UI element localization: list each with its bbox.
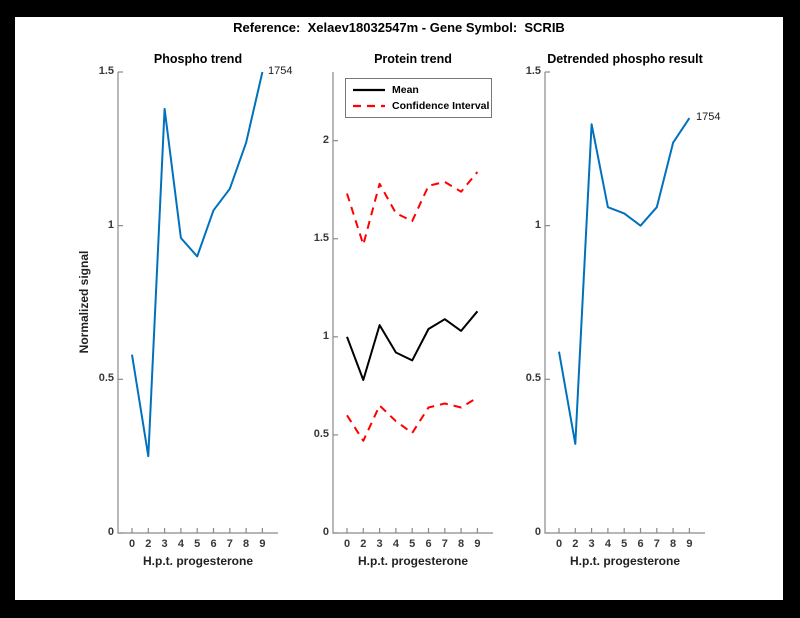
y-tick-label: 0.5 (525, 372, 541, 385)
x-axis-label-1: H.p.t. progesterone (142, 554, 253, 568)
y-tick-label: 0 (322, 526, 329, 538)
series-line-confidence-interval-lower (346, 396, 478, 442)
matlab-figure: Reference: Xelaev18032547m - Gene Symbol… (15, 17, 783, 600)
legend-line-sample-icon (353, 88, 385, 91)
x-tick-label: 6 (425, 538, 432, 550)
y-tick-label: 1.5 (525, 65, 541, 77)
series-line-detrended-phospho-1754 (558, 117, 691, 445)
x-tick-label: 2 (145, 538, 152, 550)
x-tick-label: 0 (555, 538, 563, 550)
x-tick-label: 4 (177, 538, 184, 550)
series-line-protein-mean (346, 310, 479, 381)
series-end-label-3: 1754 (696, 111, 721, 123)
x-tick-label: 9 (474, 538, 481, 550)
y-tick-label: 0.5 (313, 427, 329, 440)
y-tick-label: 1.5 (313, 231, 329, 244)
y-tick-label: 0.5 (98, 372, 114, 385)
x-tick-label: 3 (161, 538, 168, 550)
x-tick-label: 8 (670, 538, 677, 550)
legend-entry-label: Confidence Interval (392, 100, 490, 113)
legend-entry-confidence-interval: Confidence Interval (346, 100, 491, 112)
y-tick-label: 1 (534, 218, 541, 231)
x-tick-label: 5 (621, 538, 628, 550)
x-tick-label: 2 (572, 538, 579, 550)
y-tick-label: 1 (322, 329, 329, 342)
x-tick-label: 6 (637, 538, 644, 550)
x-tick-label: 8 (243, 538, 250, 550)
x-tick-label: 3 (588, 538, 595, 550)
x-axis-label-3: H.p.t. progesterone (569, 554, 680, 568)
y-tick-label: 2 (322, 133, 329, 146)
legend: Mean Confidence Interval (345, 78, 492, 118)
x-tick-label: 4 (604, 538, 611, 550)
y-axis-label: Normalized signal (77, 250, 91, 354)
subplot-3-title: Detrended phospho result (547, 52, 703, 66)
y-tick-label: 0 (534, 526, 541, 538)
x-axis-label-2: H.p.t. progesterone (357, 554, 468, 568)
y-tick-label: 1.5 (98, 65, 114, 77)
x-tick-label: 5 (194, 538, 201, 550)
x-tick-label: 3 (376, 538, 383, 550)
x-tick-label: 6 (210, 538, 217, 550)
axis-frame-2 (332, 72, 493, 534)
series-line-phospho-signal-1754 (131, 71, 264, 458)
axis-frame-3 (544, 72, 705, 534)
x-tick-label: 4 (392, 538, 399, 550)
x-tick-label: 7 (653, 538, 660, 550)
axis-frame-1 (117, 72, 278, 534)
legend-entry-mean: Mean (346, 84, 491, 96)
x-tick-label: 9 (686, 538, 693, 550)
x-tick-label: 0 (343, 538, 351, 550)
figure-title: Reference: Xelaev18032547m - Gene Symbol… (233, 20, 565, 35)
y-tick-label: 0 (107, 526, 114, 538)
x-tick-label: 0 (128, 538, 136, 550)
x-tick-label: 7 (226, 538, 233, 550)
x-tick-label: 7 (441, 538, 448, 550)
legend-line-sample-icon (353, 105, 385, 108)
x-tick-label: 5 (409, 538, 416, 550)
series-line-confidence-interval-upper (346, 171, 479, 246)
plot-canvas (117, 71, 705, 534)
y-tick-label: 1 (107, 218, 114, 231)
x-tick-label: 2 (360, 538, 367, 550)
subplot-2-title: Protein trend (374, 52, 452, 66)
x-tick-label: 9 (259, 538, 266, 550)
legend-entry-label: Mean (392, 83, 419, 96)
series-end-label-1: 1754 (268, 65, 293, 77)
subplot-1-title: Phospho trend (153, 52, 243, 66)
x-tick-label: 8 (458, 538, 465, 550)
